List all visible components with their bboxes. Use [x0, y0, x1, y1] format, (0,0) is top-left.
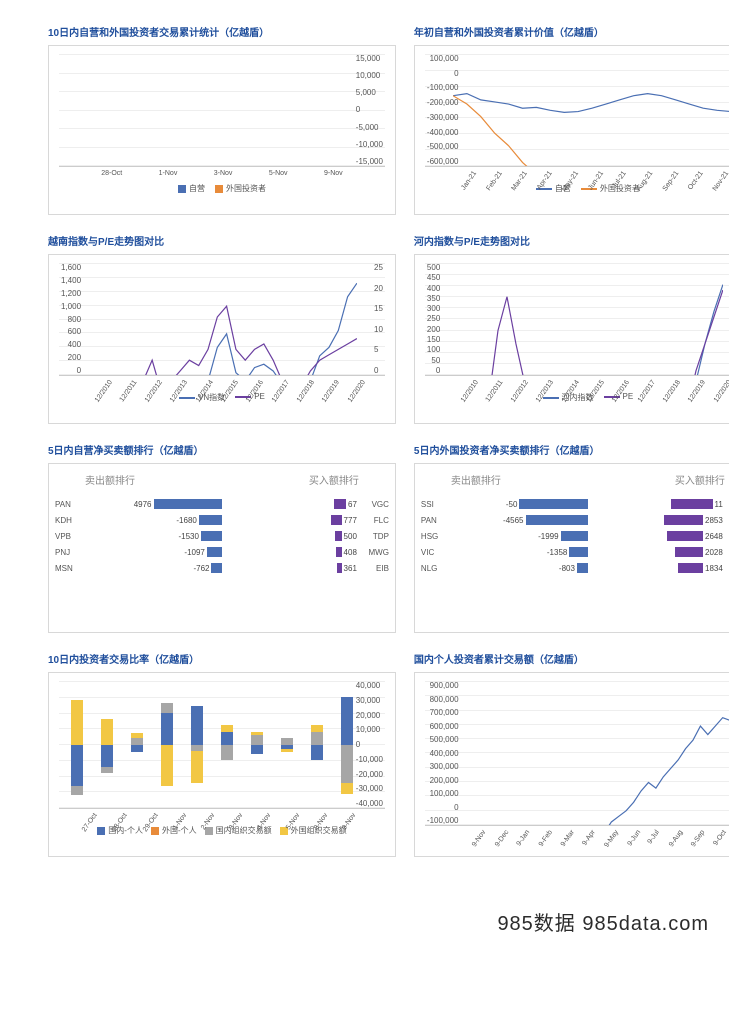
panel-chart4: 河内指数与P/E走势图对比 50045040035030025020015010… — [414, 233, 729, 424]
chart5-box: 卖出额排行 买入额排行 PAN497667VGC KDH-1680777FLC VP… — [48, 463, 396, 633]
chart8-plot: 900,000800,000700,000600,000500,000400,0… — [425, 681, 729, 826]
chart4-plot: 500450400350300250200150100500 403530252… — [425, 263, 729, 376]
panel-chart5: 5日内自营净买卖额排行（亿越盾） 卖出额排行 买入额排行 PAN497667VG… — [48, 442, 396, 633]
rank-row: PAN-45652853VHM — [421, 515, 729, 525]
chart5-head-l: 卖出额排行 — [85, 472, 135, 487]
rank-row: NLG-8031834VCB — [421, 563, 729, 573]
rank-row: SSI-5011HPG — [421, 499, 729, 509]
rank-row: VPB-1530500TDP — [55, 531, 389, 541]
footer-watermark: 985数据 985data.com — [0, 867, 729, 946]
chart7-box: 40,00030,00020,00010,0000-10,000-20,000-… — [48, 672, 396, 857]
panel-chart7: 10日内投资者交易比率（亿越盾） 40,00030,00020,00010,00… — [48, 651, 396, 857]
panel-chart2: 年初自营和外国投资者累计价值（亿越盾） 100,0000-100,000-200… — [414, 24, 729, 215]
chart4-title: 河内指数与P/E走势图对比 — [414, 233, 729, 248]
chart5-head-r: 买入额排行 — [309, 472, 359, 487]
chart7-plot: 40,00030,00020,00010,0000-10,000-20,000-… — [59, 681, 385, 809]
panel-chart6: 5日内外国投资者净买卖额排行（亿越盾） 卖出额排行 买入额排行 SSI-5011… — [414, 442, 729, 633]
chart1-plot: 15,00010,0005,0000-5,000-10,000-15,000 — [59, 54, 385, 167]
chart2-title: 年初自营和外国投资者累计价值（亿越盾） — [414, 24, 729, 39]
chart7-title: 10日内投资者交易比率（亿越盾） — [48, 651, 396, 666]
panel-chart3: 越南指数与P/E走势图对比 1,6001,4001,2001,000800600… — [48, 233, 396, 424]
rank-row: HSG-19992648CTG — [421, 531, 729, 541]
panel-chart1: 10日内自营和外国投资者交易累计统计（亿越盾） 15,00010,0005,00… — [48, 24, 396, 215]
chart2-box: 100,0000-100,000-200,000-300,000-400,000… — [414, 45, 729, 215]
chart1-title: 10日内自营和外国投资者交易累计统计（亿越盾） — [48, 24, 396, 39]
dashboard-grid: 10日内自营和外国投资者交易累计统计（亿越盾） 15,00010,0005,00… — [0, 0, 729, 867]
chart5-title: 5日内自营净买卖额排行（亿越盾） — [48, 442, 396, 457]
chart4-box: 500450400350300250200150100500 403530252… — [414, 254, 729, 424]
chart8-box: 900,000800,000700,000600,000500,000400,0… — [414, 672, 729, 857]
rank-row: VIC-13582028STB — [421, 547, 729, 557]
chart3-plot: 1,6001,4001,2001,0008006004002000 252015… — [59, 263, 385, 376]
chart8-title: 国内个人投资者累计交易额（亿越盾） — [414, 651, 729, 666]
chart3-box: 1,6001,4001,2001,0008006004002000 252015… — [48, 254, 396, 424]
chart6-head-r: 买入额排行 — [675, 472, 725, 487]
panel-chart8: 国内个人投资者累计交易额（亿越盾） 900,000800,000700,0006… — [414, 651, 729, 857]
chart6-title: 5日内外国投资者净买卖额排行（亿越盾） — [414, 442, 729, 457]
chart6-head-l: 卖出额排行 — [451, 472, 501, 487]
rank-row: PAN497667VGC — [55, 499, 389, 509]
chart3-title: 越南指数与P/E走势图对比 — [48, 233, 396, 248]
chart2-plot: 100,0000-100,000-200,000-300,000-400,000… — [425, 54, 729, 167]
rank-row: MSN-762361EIB — [55, 563, 389, 573]
rank-row: KDH-1680777FLC — [55, 515, 389, 525]
rank-row: PNJ-1097408MWG — [55, 547, 389, 557]
chart1-box: 15,00010,0005,0000-5,000-10,000-15,000 2… — [48, 45, 396, 215]
chart6-box: 卖出额排行 买入额排行 SSI-5011HPG PAN-45652853VHM HS… — [414, 463, 729, 633]
